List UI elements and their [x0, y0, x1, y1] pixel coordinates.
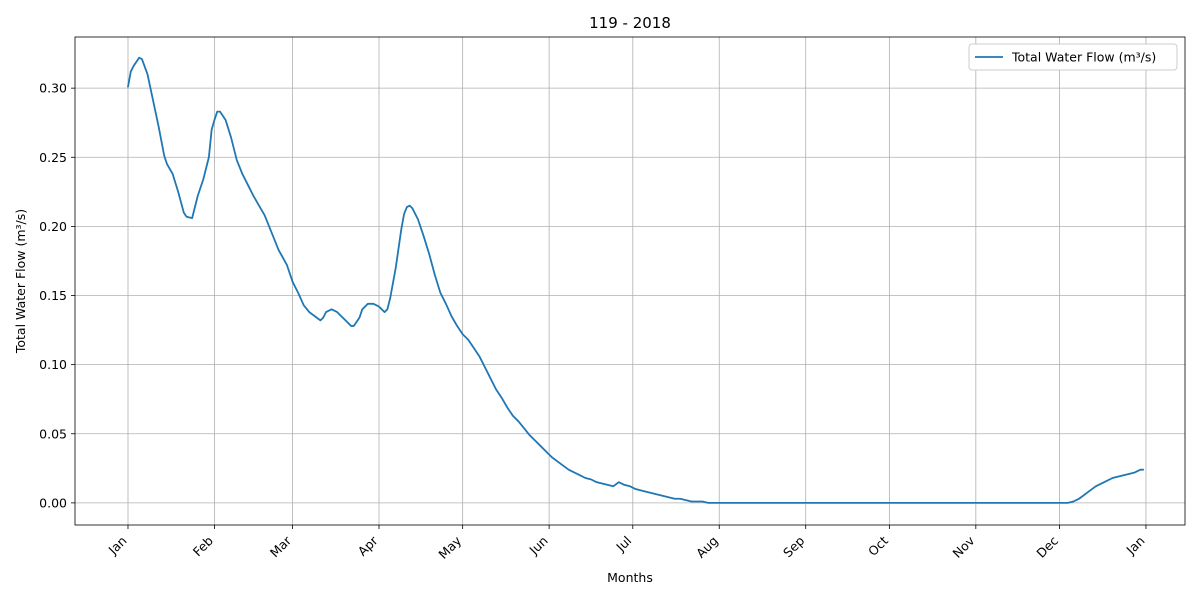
- x-tick-label: May: [435, 533, 464, 562]
- plot-frame: [74, 36, 1186, 526]
- y-tick-label: 0.30: [39, 81, 67, 96]
- chart-title: 119 - 2018: [589, 14, 671, 32]
- y-tick-label: 0.20: [39, 219, 67, 234]
- x-axis-label: Months: [607, 570, 653, 585]
- x-tick-label: Mar: [267, 532, 295, 560]
- y-tick-label: 0.05: [39, 426, 67, 441]
- x-tick-label: Jul: [612, 533, 634, 555]
- grid: [75, 37, 1185, 525]
- y-tick-label: 0.25: [39, 150, 67, 165]
- y-tick-label: 0.00: [39, 495, 67, 510]
- x-axis-ticks: Jan Feb Mar Apr May Jun Jul Aug Sep Oct Nov Dec Jan: [105, 525, 1148, 562]
- x-tick-label: Aug: [693, 533, 721, 561]
- legend-label: Total Water Flow (m³/s): [1011, 50, 1156, 65]
- x-tick-label: Jun: [526, 533, 551, 558]
- y-axis-ticks: 0.00 0.05 0.10 0.15 0.20 0.25 0.30: [39, 81, 75, 510]
- x-tick-label: Oct: [865, 533, 891, 559]
- x-tick-label: Dec: [1033, 533, 1061, 561]
- y-tick-label: 0.10: [39, 357, 67, 372]
- series-layer: [127, 56, 1145, 504]
- series-line: [127, 56, 1145, 504]
- y-axis-label: Total Water Flow (m³/s): [13, 209, 28, 354]
- x-tick-label: Nov: [950, 533, 978, 561]
- y-tick-label: 0.15: [39, 288, 67, 303]
- x-tick-label: Sep: [780, 533, 807, 560]
- x-tick-label: Jan: [1123, 533, 1148, 558]
- x-tick-label: Apr: [355, 532, 382, 559]
- x-tick-label: Jan: [105, 533, 130, 558]
- legend: Total Water Flow (m³/s): [968, 43, 1178, 71]
- legend-box: [968, 43, 1178, 71]
- x-tick-label: Feb: [190, 533, 216, 559]
